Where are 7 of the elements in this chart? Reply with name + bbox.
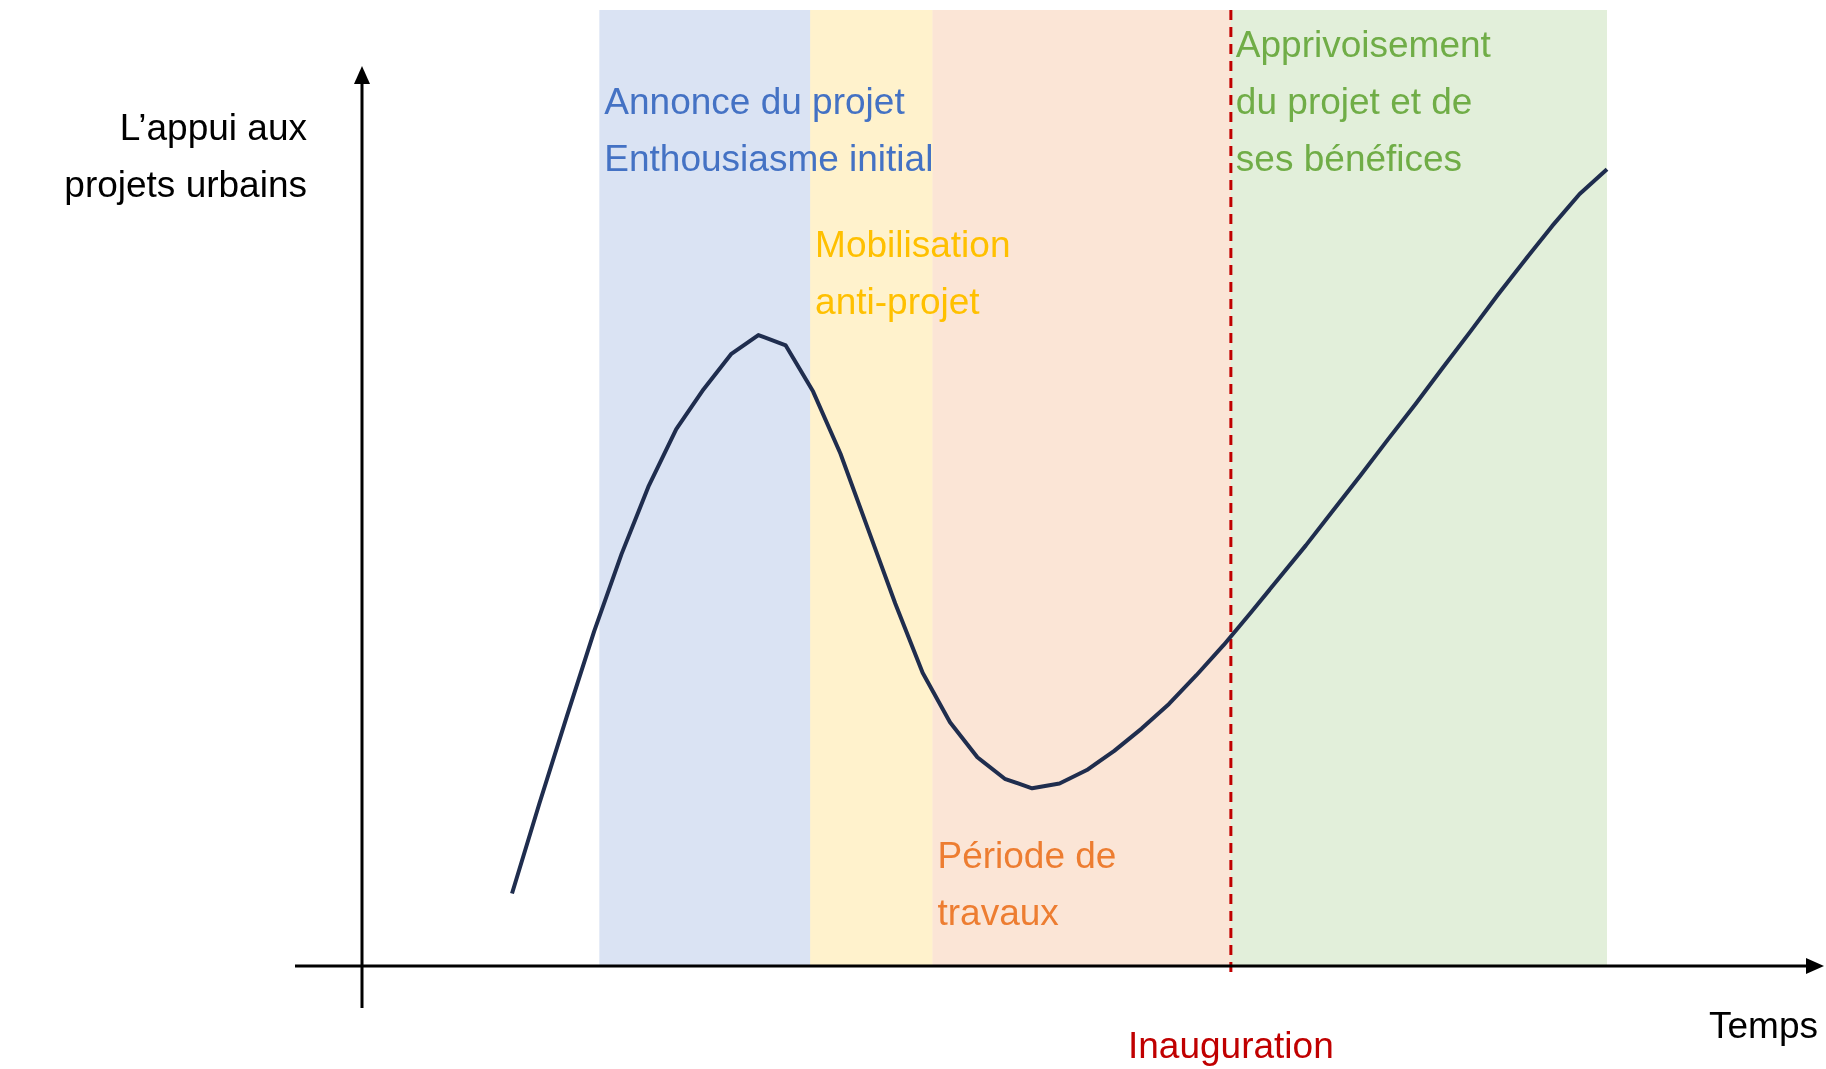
text: Inauguration <box>1128 1025 1334 1066</box>
x-axis-title: Temps <box>1709 1005 1818 1046</box>
annotation: Apprivoisement du projet et de ses bénéfices <box>1235 24 1492 179</box>
annotation: Période de travaux <box>937 835 1117 933</box>
annotation: Mobilisation anti-projet <box>815 224 1011 322</box>
text: L’appui aux projets urbains <box>64 107 308 205</box>
annotation: Annonce du projet Enthousiasme initial <box>604 81 934 179</box>
